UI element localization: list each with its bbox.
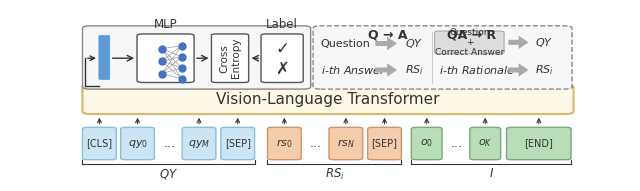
FancyBboxPatch shape [83, 85, 573, 114]
Text: ...: ... [451, 137, 463, 150]
Text: $i$-th Answer: $i$-th Answer [321, 64, 386, 76]
Text: $rs_0$: $rs_0$ [276, 137, 292, 150]
Text: $rs_N$: $rs_N$ [337, 137, 355, 150]
Text: ...: ... [310, 137, 322, 150]
FancyBboxPatch shape [137, 34, 194, 83]
Text: [END]: [END] [524, 138, 553, 149]
Text: [SEP]: [SEP] [372, 138, 397, 149]
FancyBboxPatch shape [221, 127, 255, 160]
FancyBboxPatch shape [507, 127, 571, 160]
Text: QA → R: QA → R [447, 29, 497, 42]
Text: ✓: ✓ [275, 40, 289, 57]
FancyBboxPatch shape [211, 34, 249, 83]
Text: [SEP]: [SEP] [225, 138, 251, 149]
Text: $i$-th Rationale: $i$-th Rationale [440, 64, 516, 76]
FancyBboxPatch shape [470, 127, 500, 160]
Text: $RS_i$: $RS_i$ [535, 63, 554, 77]
Text: [CLS]: [CLS] [86, 138, 113, 149]
Text: $RS_i$: $RS_i$ [324, 167, 344, 182]
FancyBboxPatch shape [99, 35, 110, 79]
FancyBboxPatch shape [367, 127, 401, 160]
Text: $RS_i$: $RS_i$ [405, 63, 424, 77]
Text: $QY$: $QY$ [405, 37, 423, 50]
Text: Question: Question [321, 39, 371, 49]
FancyBboxPatch shape [329, 127, 363, 160]
Text: $QY$: $QY$ [159, 167, 178, 181]
Text: Vision-Language Transformer: Vision-Language Transformer [216, 92, 440, 107]
Text: ...: ... [163, 137, 175, 150]
Text: Question
+
Correct Answer: Question + Correct Answer [435, 28, 504, 57]
FancyBboxPatch shape [83, 127, 116, 160]
FancyBboxPatch shape [412, 127, 442, 160]
FancyBboxPatch shape [182, 127, 216, 160]
Text: $qy_0$: $qy_0$ [127, 138, 148, 150]
Text: Label: Label [266, 18, 298, 31]
Text: $o_0$: $o_0$ [420, 138, 433, 149]
Text: $o_K$: $o_K$ [478, 138, 492, 149]
Text: Cross
Entropy: Cross Entropy [220, 38, 241, 79]
FancyBboxPatch shape [435, 31, 504, 54]
Text: $I$: $I$ [488, 167, 494, 180]
Text: $QY$: $QY$ [535, 36, 554, 49]
Text: $qy_M$: $qy_M$ [188, 138, 210, 150]
FancyBboxPatch shape [261, 34, 303, 83]
Text: MLP: MLP [154, 18, 177, 31]
Text: Q → A: Q → A [368, 29, 407, 42]
FancyBboxPatch shape [313, 26, 572, 89]
FancyBboxPatch shape [121, 127, 154, 160]
Text: ✗: ✗ [275, 60, 289, 78]
FancyBboxPatch shape [83, 26, 310, 89]
FancyBboxPatch shape [268, 127, 301, 160]
